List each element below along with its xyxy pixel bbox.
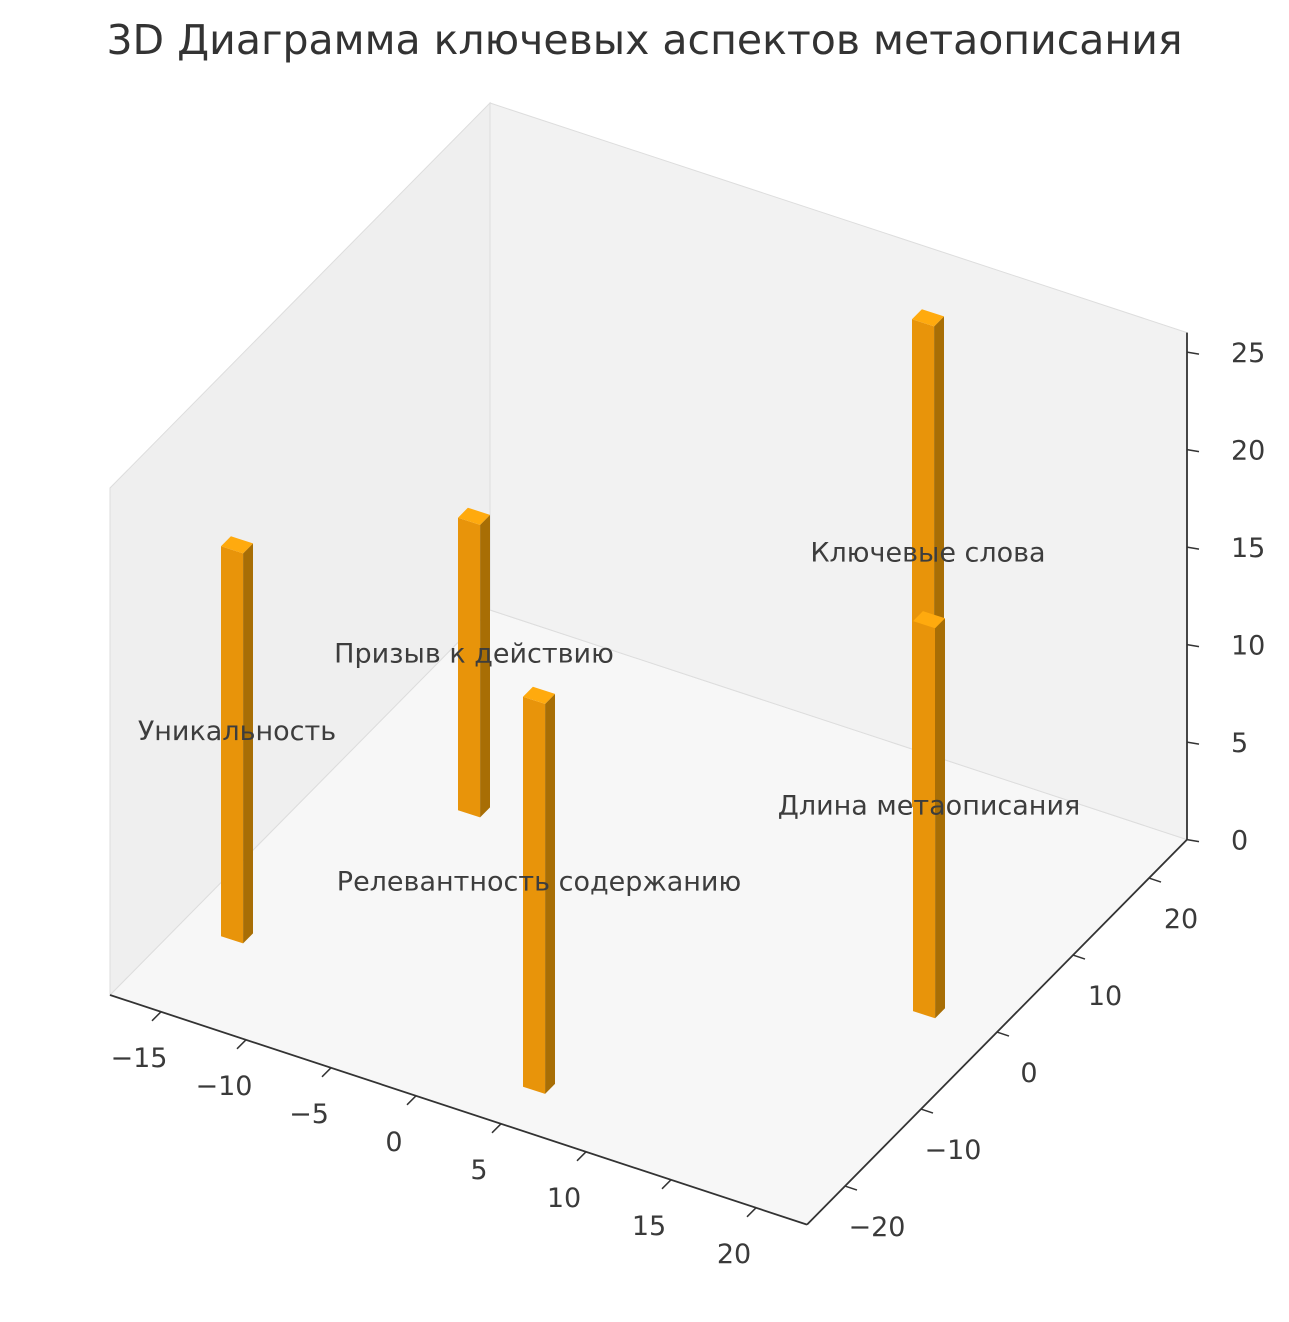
z-tick-label: 0	[1231, 826, 1248, 857]
x-tick-label: 5	[470, 1155, 487, 1186]
y-tick	[844, 1185, 858, 1191]
bar-group	[913, 611, 945, 1019]
y-tick	[1148, 877, 1162, 883]
y-tick	[1072, 954, 1086, 960]
z-tick	[1186, 838, 1200, 843]
bar-side-face	[935, 618, 945, 1019]
bar-top-face	[523, 686, 555, 704]
bar-front-face	[221, 546, 244, 944]
bar-front-face	[523, 696, 546, 1094]
z-tick	[1186, 741, 1200, 745]
z-tick-label: 5	[1231, 728, 1248, 759]
bar-label: Ключевые слова	[810, 538, 1045, 569]
y-tick-label: 0	[1020, 1058, 1037, 1089]
bar-top-face	[912, 309, 944, 327]
bar-front-face	[458, 517, 481, 818]
y-tick	[996, 1031, 1010, 1037]
bar-label: Релевантность содержанию	[337, 866, 741, 897]
z-tick-label: 10	[1231, 631, 1265, 662]
bar-side-face	[480, 514, 490, 818]
bar-group	[221, 536, 253, 944]
x-tick	[236, 1039, 247, 1050]
z-tick-label: 20	[1231, 436, 1265, 467]
bar-top-face	[913, 611, 945, 629]
z-tick	[1186, 351, 1200, 355]
y-tick-label: −10	[925, 1135, 982, 1166]
bar-label: Призыв к действию	[334, 639, 614, 670]
x-tick	[746, 1207, 757, 1218]
y-tick-label: 10	[1088, 981, 1122, 1012]
x-tick-label: 0	[385, 1127, 402, 1158]
x-tick-label: 20	[717, 1239, 751, 1270]
z-tick	[1186, 448, 1200, 453]
z-tick	[1186, 643, 1200, 648]
x-tick-label: −5	[289, 1099, 329, 1130]
x-tick	[406, 1095, 417, 1106]
x-tick	[576, 1151, 587, 1162]
x-tick	[321, 1067, 332, 1078]
bar-side-face	[545, 693, 555, 1094]
x-tick-label: −15	[111, 1043, 168, 1074]
x-axis-line	[109, 994, 808, 1226]
x-tick-label: −10	[196, 1071, 253, 1102]
bar-front-face	[913, 621, 936, 1019]
bar-label: Уникальность	[138, 716, 336, 747]
x-tick-label: 15	[632, 1211, 666, 1242]
z-tick	[1186, 546, 1200, 550]
z-tick-label: 15	[1231, 533, 1265, 564]
chart-title: 3D Диаграмма ключевых аспектов метаописа…	[106, 16, 1183, 64]
y-tick-label: −20	[849, 1212, 906, 1243]
bar-side-face	[243, 543, 253, 944]
x-tick	[491, 1123, 502, 1134]
bar-top-face	[221, 536, 253, 554]
x-tick-label: 10	[547, 1183, 581, 1214]
y-tick	[920, 1108, 934, 1114]
y-tick-label: 20	[1164, 904, 1198, 935]
z-tick-label: 25	[1231, 338, 1265, 369]
bar-group	[458, 507, 490, 818]
bar-label: Длина метаописания	[778, 791, 1080, 822]
x-tick	[151, 1011, 162, 1022]
bar-group	[523, 686, 555, 1094]
bar-top-face	[458, 507, 490, 525]
x-tick	[661, 1179, 672, 1190]
